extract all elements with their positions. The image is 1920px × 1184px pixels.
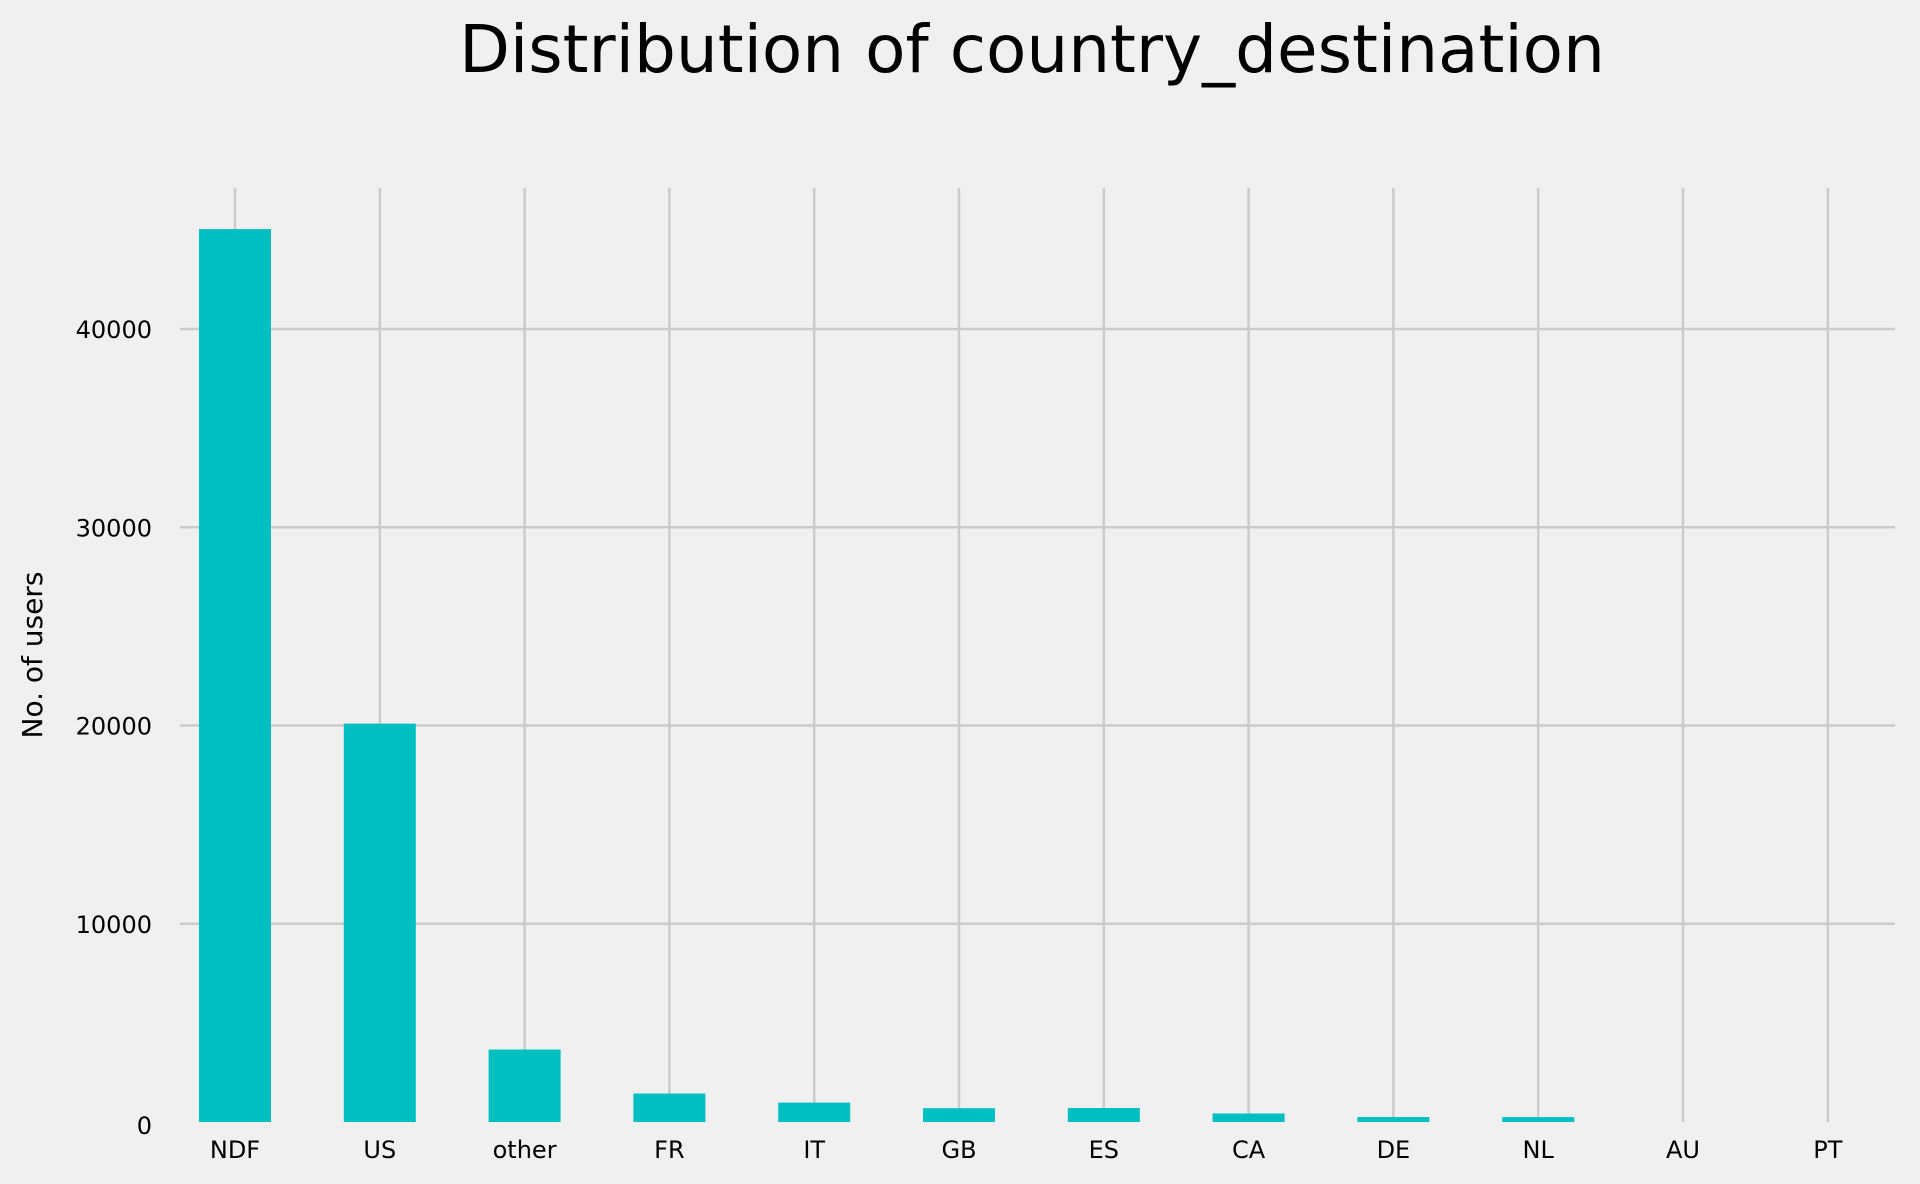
bar-nl [1502, 1117, 1575, 1122]
bars-layer [199, 229, 1575, 1122]
bar-fr [633, 1093, 706, 1122]
x-tick-label: NL [1523, 1136, 1555, 1164]
bar-it [778, 1102, 851, 1122]
x-tick-label: CA [1232, 1136, 1266, 1164]
bar-us [343, 723, 416, 1122]
x-tick-label: FR [654, 1136, 684, 1164]
x-tick-label: IT [803, 1136, 825, 1164]
x-tick-label: AU [1666, 1136, 1700, 1164]
x-tick-label: PT [1813, 1136, 1842, 1164]
y-tick-label: 30000 [76, 514, 152, 542]
y-tick-label: 40000 [76, 316, 152, 344]
x-tick-label: GB [941, 1136, 976, 1164]
bar-ndf [199, 229, 271, 1122]
bar-de [1357, 1117, 1430, 1122]
bar-es [1067, 1107, 1140, 1122]
x-tick-label: ES [1089, 1136, 1119, 1164]
x-tick-label: NDF [210, 1136, 260, 1164]
bar-other [488, 1049, 561, 1122]
chart-title: Distribution of country_destination [459, 11, 1605, 88]
y-tick-label: 20000 [76, 713, 152, 741]
y-axis-label: No. of users [16, 572, 49, 739]
bar-gb [923, 1108, 995, 1122]
x-tick-label: US [363, 1136, 396, 1164]
grid-layer [180, 188, 1895, 1122]
x-tick-label: DE [1377, 1136, 1411, 1164]
y-tick-label: 0 [137, 1112, 152, 1140]
bar-ca [1212, 1113, 1285, 1122]
y-tick-label: 10000 [76, 911, 152, 939]
x-tick-labels: NDF US other FR IT GB ES CA DE NL AU PT [210, 1136, 1843, 1164]
y-tick-labels: 0 10000 20000 30000 40000 [76, 316, 152, 1140]
x-tick-label: other [493, 1136, 557, 1164]
